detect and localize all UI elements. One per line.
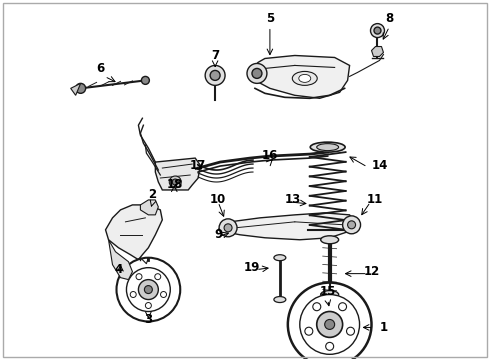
Circle shape [205, 66, 225, 85]
Circle shape [145, 285, 152, 293]
Text: 10: 10 [210, 193, 226, 206]
Ellipse shape [274, 255, 286, 261]
Text: 2: 2 [148, 188, 156, 202]
Polygon shape [218, 213, 355, 240]
Text: 5: 5 [266, 12, 274, 25]
Text: 8: 8 [385, 12, 393, 25]
Circle shape [300, 294, 360, 354]
Ellipse shape [321, 291, 339, 298]
Circle shape [326, 342, 334, 350]
Circle shape [142, 76, 149, 84]
Circle shape [325, 319, 335, 329]
Text: 16: 16 [262, 149, 278, 162]
Polygon shape [71, 84, 81, 95]
Ellipse shape [317, 144, 339, 150]
Circle shape [347, 221, 356, 229]
Circle shape [313, 303, 321, 311]
Circle shape [75, 84, 86, 93]
Circle shape [130, 292, 136, 297]
Circle shape [370, 24, 385, 37]
Circle shape [138, 280, 158, 300]
Ellipse shape [274, 297, 286, 302]
Circle shape [317, 311, 343, 337]
Circle shape [136, 274, 142, 280]
Circle shape [252, 68, 262, 78]
Circle shape [155, 274, 161, 280]
Text: 14: 14 [371, 158, 388, 172]
Text: 19: 19 [244, 261, 260, 274]
Circle shape [346, 327, 354, 335]
Text: 11: 11 [367, 193, 383, 206]
Text: 3: 3 [145, 313, 152, 326]
Text: 12: 12 [364, 265, 380, 278]
Circle shape [339, 303, 346, 311]
Circle shape [219, 219, 237, 237]
Polygon shape [141, 200, 158, 215]
Circle shape [117, 258, 180, 321]
Polygon shape [105, 205, 162, 260]
Polygon shape [108, 240, 132, 280]
Text: 15: 15 [319, 285, 336, 298]
Text: 7: 7 [211, 49, 219, 62]
Text: 17: 17 [190, 158, 206, 172]
Circle shape [374, 27, 381, 34]
Text: 9: 9 [214, 228, 222, 241]
Circle shape [146, 302, 151, 309]
Ellipse shape [310, 142, 345, 152]
Circle shape [126, 268, 171, 311]
Circle shape [161, 292, 167, 297]
Circle shape [172, 179, 178, 185]
Polygon shape [252, 55, 349, 98]
Text: 4: 4 [114, 263, 122, 276]
Circle shape [305, 327, 313, 335]
Circle shape [224, 224, 232, 232]
Ellipse shape [299, 75, 311, 82]
Ellipse shape [321, 236, 339, 244]
Text: 6: 6 [97, 62, 105, 75]
Polygon shape [371, 46, 384, 57]
Circle shape [247, 63, 267, 84]
Text: 1: 1 [379, 321, 388, 334]
Circle shape [288, 283, 371, 360]
Circle shape [343, 216, 361, 234]
Circle shape [210, 71, 220, 80]
Ellipse shape [293, 71, 317, 85]
Circle shape [169, 176, 181, 188]
Text: 13: 13 [285, 193, 301, 206]
Text: 18: 18 [167, 179, 183, 192]
Polygon shape [155, 158, 200, 190]
